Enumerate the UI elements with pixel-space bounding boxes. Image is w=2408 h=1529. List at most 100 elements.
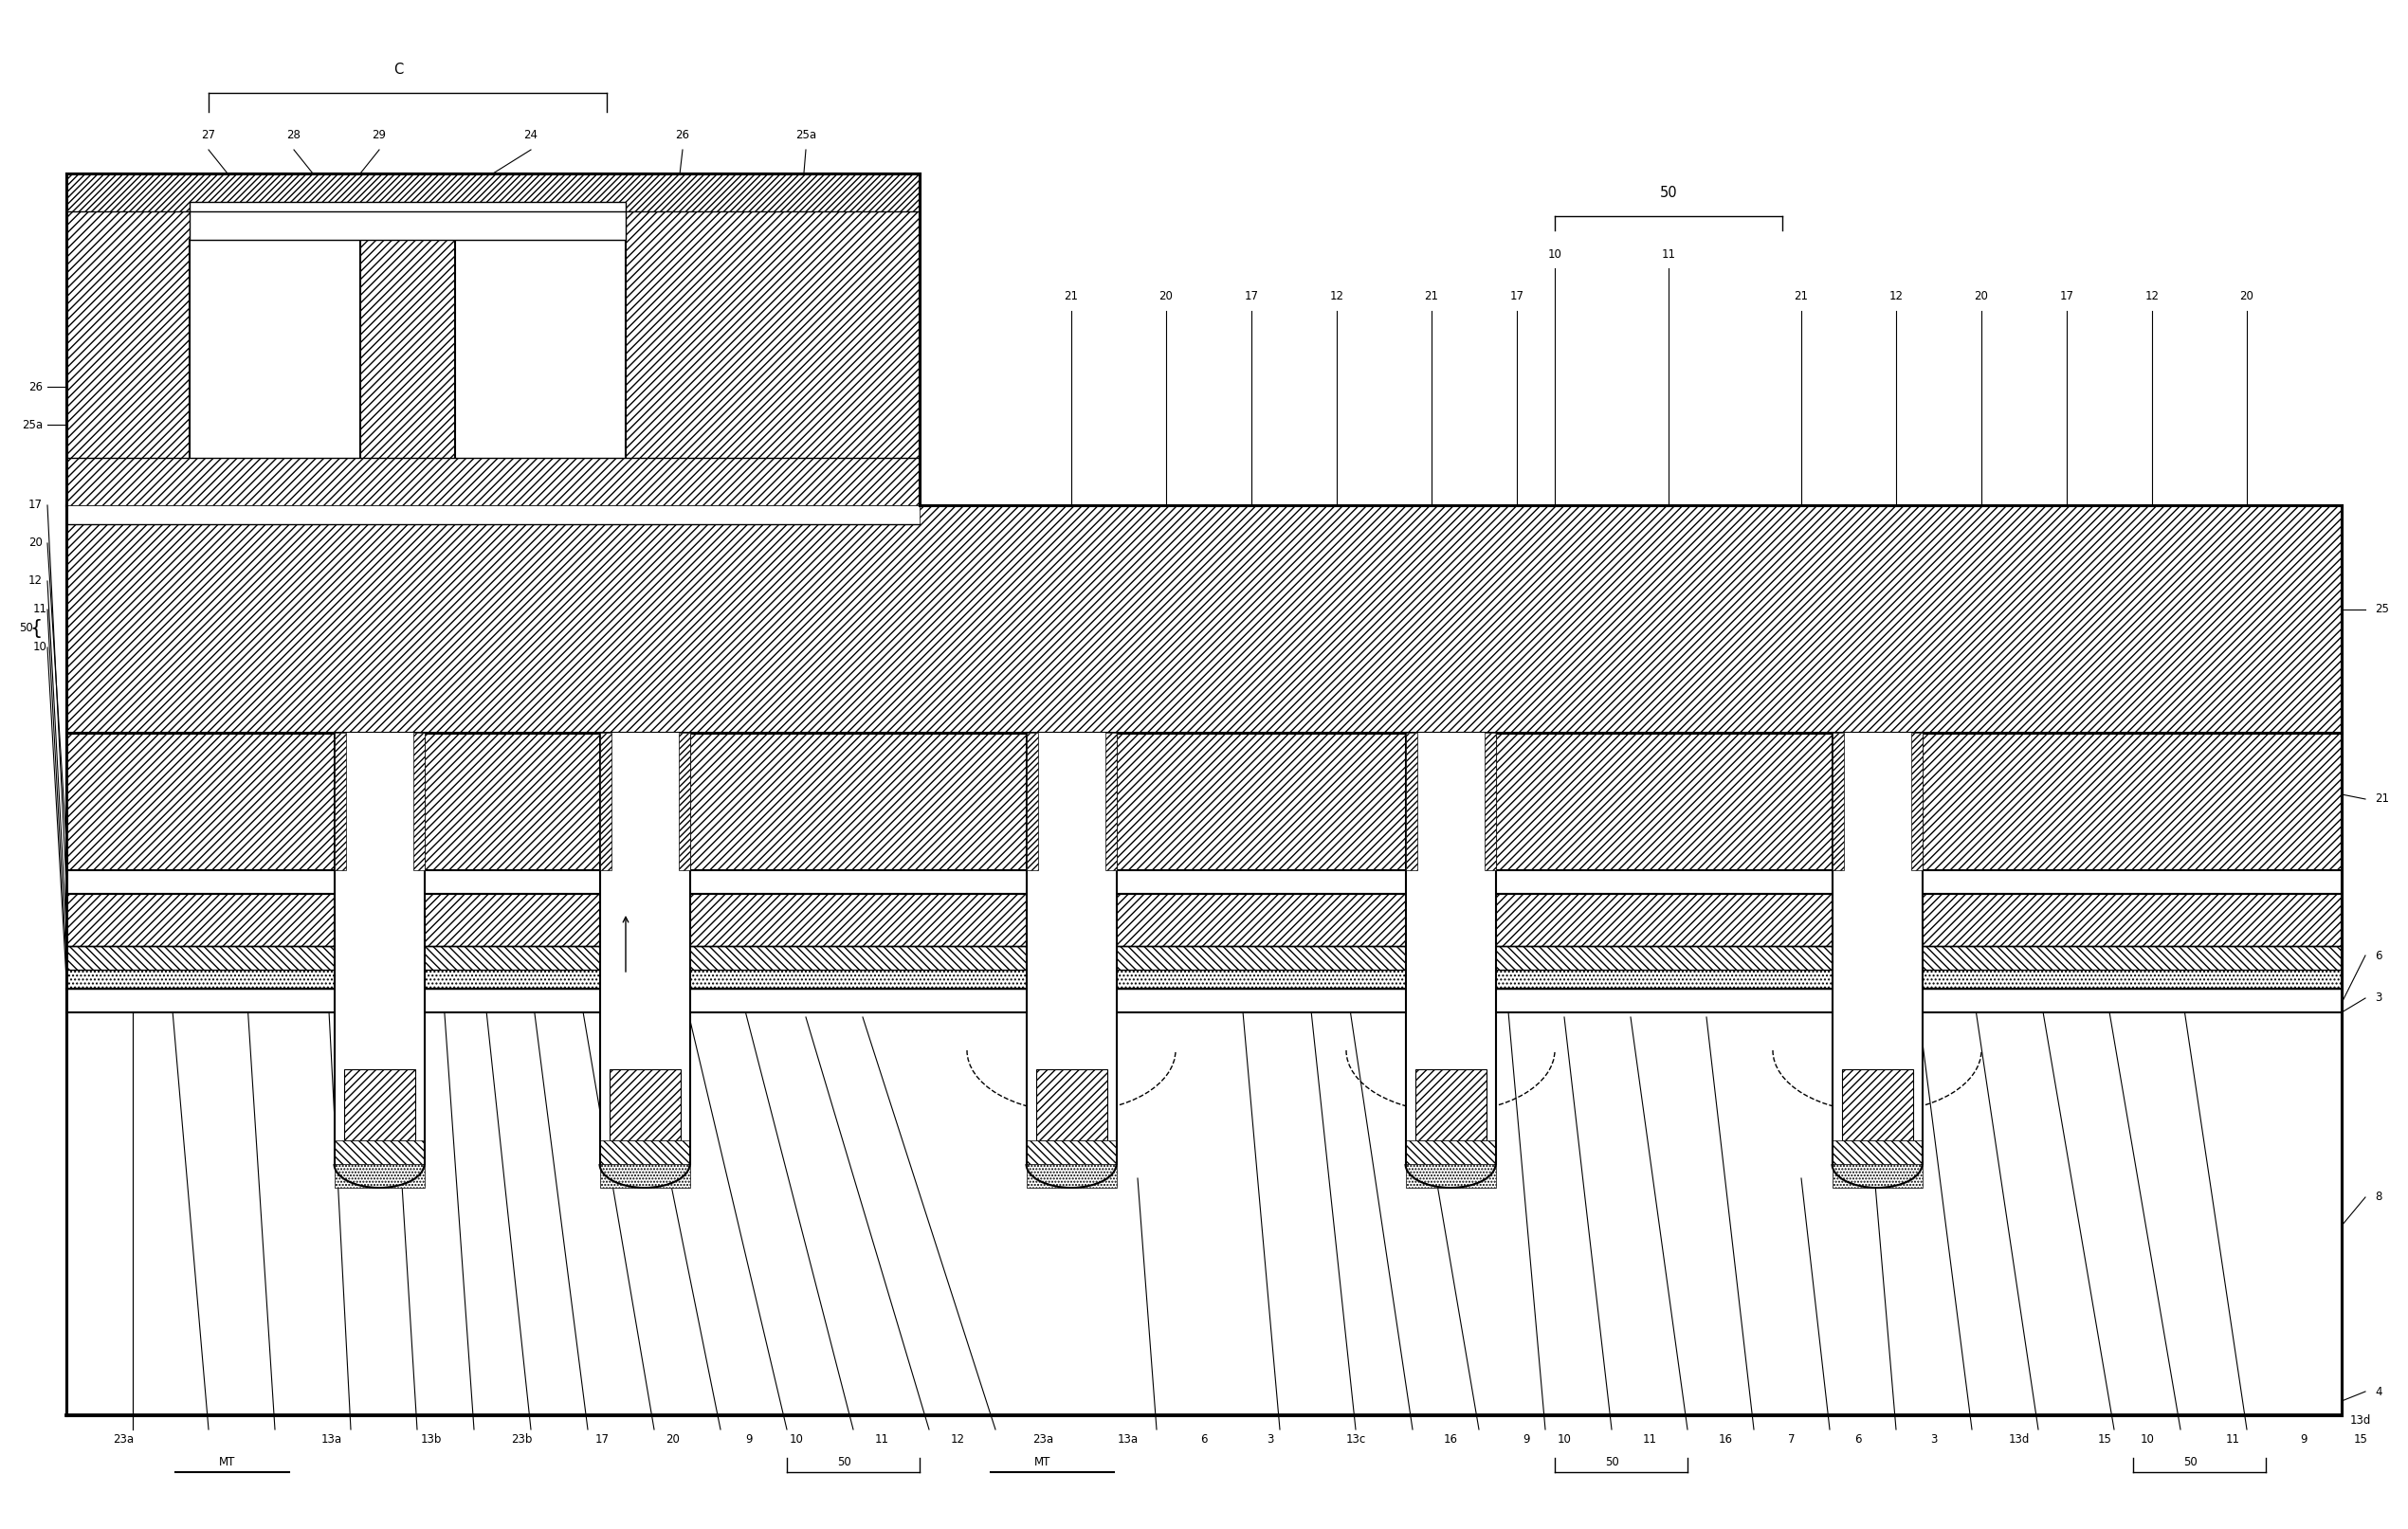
Text: 13c: 13c — [1346, 1433, 1365, 1445]
Text: 20: 20 — [1975, 291, 1989, 303]
Bar — [1416, 1069, 1486, 1141]
Text: 17: 17 — [29, 498, 43, 511]
Bar — [67, 870, 2341, 894]
Bar — [1105, 732, 1117, 870]
Text: 50: 50 — [1659, 185, 1678, 200]
Text: 9: 9 — [1522, 1433, 1529, 1445]
Text: 17: 17 — [595, 1433, 609, 1445]
Bar — [67, 173, 920, 211]
Bar — [1406, 732, 1495, 1188]
Bar — [1026, 732, 1038, 870]
Text: 11: 11 — [1642, 1433, 1657, 1445]
Text: 13a: 13a — [1117, 1433, 1139, 1445]
Text: 12: 12 — [951, 1433, 966, 1445]
Text: 25a: 25a — [22, 419, 43, 431]
Text: 9: 9 — [2300, 1433, 2307, 1445]
Bar — [424, 732, 600, 870]
Text: MT: MT — [1035, 1457, 1050, 1469]
Text: 20: 20 — [667, 1433, 679, 1445]
Text: C: C — [393, 63, 402, 76]
Text: 27: 27 — [202, 130, 217, 142]
Text: 17: 17 — [1510, 291, 1524, 303]
Text: 13d: 13d — [2008, 1433, 2030, 1445]
Bar — [1117, 732, 1406, 870]
Bar — [1832, 1141, 1922, 1164]
Text: 26: 26 — [29, 381, 43, 393]
Bar — [335, 732, 424, 1188]
Bar — [67, 989, 2341, 1416]
Text: 6: 6 — [2374, 950, 2382, 962]
Bar — [67, 732, 335, 870]
Text: 50: 50 — [836, 1457, 850, 1469]
Text: 10: 10 — [1558, 1433, 1572, 1445]
Bar — [1922, 732, 2341, 870]
Text: 50: 50 — [2184, 1457, 2196, 1469]
Text: 29: 29 — [373, 130, 385, 142]
Text: 11: 11 — [874, 1433, 889, 1445]
Bar — [1406, 1164, 1495, 1188]
Text: 11: 11 — [2225, 1433, 2239, 1445]
Text: {: { — [29, 619, 43, 638]
Bar — [1912, 732, 1922, 870]
Text: 24: 24 — [525, 130, 537, 142]
Bar — [190, 240, 361, 486]
Text: 25a: 25a — [795, 130, 816, 142]
Text: 9: 9 — [746, 1433, 751, 1445]
Text: 20: 20 — [1158, 291, 1173, 303]
Text: 10: 10 — [34, 641, 48, 653]
Text: 28: 28 — [287, 130, 301, 142]
Bar — [1832, 732, 1922, 1188]
Bar — [1832, 1164, 1922, 1188]
Text: 3: 3 — [2374, 992, 2382, 1005]
Text: 21: 21 — [1426, 291, 1438, 303]
Text: 15: 15 — [2097, 1433, 2112, 1445]
Bar — [335, 1141, 424, 1164]
Text: 25: 25 — [2374, 604, 2389, 616]
Text: 7: 7 — [1789, 1433, 1796, 1445]
Text: 10: 10 — [790, 1433, 804, 1445]
Bar — [67, 505, 2341, 989]
Text: 11: 11 — [1662, 248, 1676, 260]
Bar — [1026, 732, 1117, 1188]
Text: 13a: 13a — [320, 1433, 342, 1445]
Text: 16: 16 — [1719, 1433, 1731, 1445]
Bar — [689, 732, 1026, 870]
Bar — [1035, 1069, 1108, 1141]
Bar — [455, 240, 626, 486]
Text: 20: 20 — [29, 537, 43, 549]
Text: 50: 50 — [1604, 1457, 1618, 1469]
Text: MT: MT — [219, 1457, 236, 1469]
Bar — [1842, 1069, 1912, 1141]
Text: 16: 16 — [1442, 1433, 1457, 1445]
Text: 50: 50 — [19, 622, 34, 635]
Bar — [609, 1069, 679, 1141]
Text: 3: 3 — [1267, 1433, 1274, 1445]
Text: 3: 3 — [1931, 1433, 1938, 1445]
Text: 6: 6 — [1202, 1433, 1206, 1445]
Text: 23a: 23a — [1033, 1433, 1052, 1445]
Bar — [67, 969, 2341, 989]
Bar — [1406, 1141, 1495, 1164]
Bar — [67, 946, 2341, 969]
Bar — [1483, 732, 1495, 870]
Bar — [1026, 1164, 1117, 1188]
Text: 23a: 23a — [113, 1433, 135, 1445]
Bar — [335, 1164, 424, 1188]
Bar — [67, 989, 2341, 1012]
Text: 10: 10 — [1548, 248, 1563, 260]
Text: 17: 17 — [1245, 291, 1259, 303]
Bar — [67, 894, 2341, 946]
Bar — [600, 732, 689, 1188]
Text: 21: 21 — [1064, 291, 1079, 303]
Bar — [1832, 732, 1845, 870]
Bar — [190, 202, 626, 240]
Text: 17: 17 — [2059, 291, 2073, 303]
Text: 11: 11 — [34, 604, 48, 616]
Bar — [344, 1069, 414, 1141]
Bar — [67, 457, 920, 505]
Bar — [600, 1164, 689, 1188]
Text: 15: 15 — [2353, 1433, 2367, 1445]
Text: 26: 26 — [677, 130, 689, 142]
Bar — [67, 505, 920, 524]
Text: 21: 21 — [2374, 794, 2389, 806]
